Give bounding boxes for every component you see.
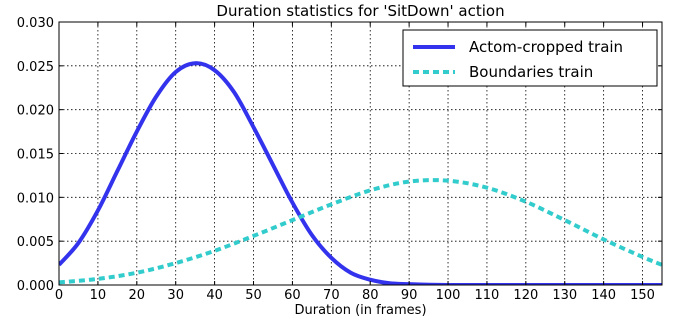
x-tick-label: 80 bbox=[362, 288, 379, 303]
x-tick-label: 30 bbox=[167, 288, 184, 303]
x-tick-label: 50 bbox=[245, 288, 262, 303]
legend-box bbox=[402, 29, 658, 87]
x-tick-label: 90 bbox=[401, 288, 418, 303]
x-tick-label: 10 bbox=[90, 288, 107, 303]
x-tick-label: 40 bbox=[206, 288, 223, 303]
x-tick-label: 0 bbox=[55, 288, 63, 303]
x-tick-label: 110 bbox=[475, 288, 500, 303]
series-layer bbox=[59, 61, 662, 285]
legend: Actom-cropped train Boundaries train bbox=[402, 29, 658, 87]
x-tick-label: 20 bbox=[129, 288, 146, 303]
grid bbox=[59, 22, 662, 285]
y-tick-label: 0.000 bbox=[17, 279, 54, 294]
chart-title: Duration statistics for 'SitDown' action bbox=[216, 2, 504, 20]
x-tick-label: 130 bbox=[552, 288, 577, 303]
x-tick-label: 60 bbox=[284, 288, 301, 303]
legend-label: Actom-cropped train bbox=[469, 38, 623, 56]
x-tick-label: 150 bbox=[630, 288, 655, 303]
x-tick-label: 70 bbox=[323, 288, 340, 303]
x-tick-label: 120 bbox=[513, 288, 538, 303]
legend-label: Boundaries train bbox=[469, 63, 593, 81]
y-tick-label: 0.010 bbox=[17, 191, 54, 206]
y-axis: 0.000 0.005 0.010 0.015 0.020 0.025 0.030 bbox=[17, 16, 662, 294]
x-tick-label: 140 bbox=[591, 288, 616, 303]
y-tick-label: 0.030 bbox=[17, 16, 54, 31]
y-tick-label: 0.015 bbox=[17, 148, 54, 163]
x-tick-label: 100 bbox=[436, 288, 461, 303]
y-tick-label: 0.025 bbox=[17, 60, 54, 75]
x-axis: 0 10 20 30 40 50 60 70 80 90 100 110 120 130 140 150 bbox=[55, 22, 655, 303]
series-line-2 bbox=[59, 178, 662, 285]
x-axis-label: Duration (in frames) bbox=[294, 303, 426, 318]
y-tick-label: 0.005 bbox=[17, 235, 54, 250]
series-line-1 bbox=[59, 61, 662, 285]
y-tick-label: 0.020 bbox=[17, 104, 54, 119]
